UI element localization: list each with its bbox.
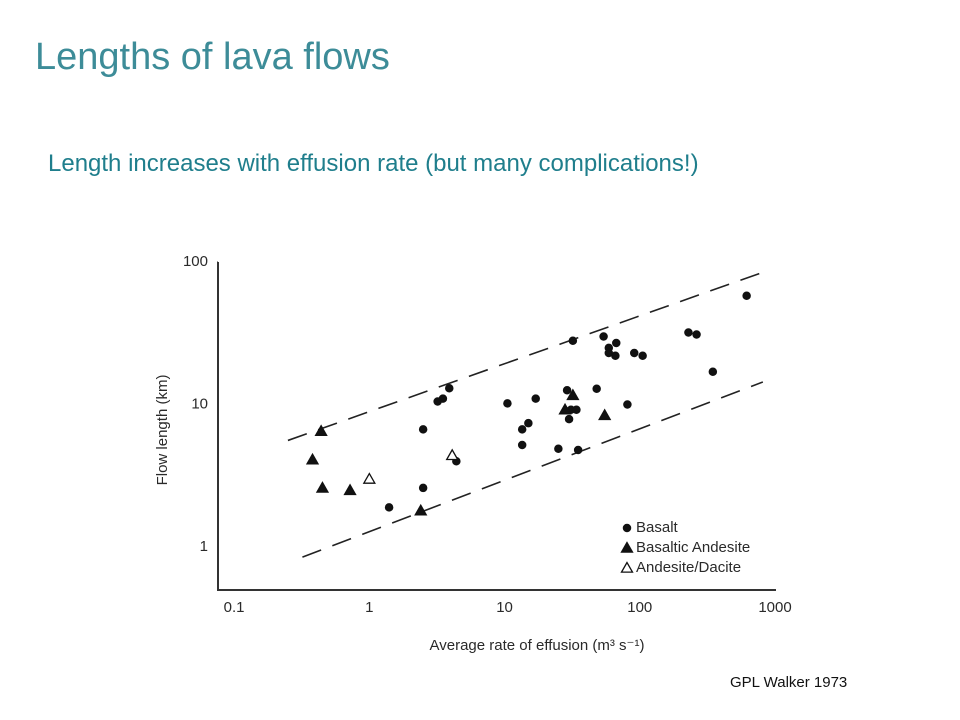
x-tick-label: 1000 [758, 599, 791, 616]
data-point [343, 483, 357, 496]
data-point [305, 452, 320, 465]
data-point [315, 481, 330, 493]
data-point [592, 384, 601, 394]
y-tick-label: 100 [183, 253, 208, 270]
data-point [599, 332, 608, 341]
data-point [517, 425, 527, 434]
data-point [742, 291, 751, 300]
y-tick-label: 10 [191, 396, 208, 413]
legend-marker [620, 561, 634, 573]
x-tick-label: 100 [627, 599, 652, 616]
data-point [623, 400, 632, 409]
x-tick-label: 10 [496, 599, 513, 616]
credit: GPL Walker 1973 [730, 674, 848, 691]
data-point [418, 483, 428, 493]
data-point [568, 336, 578, 346]
data-point [638, 351, 647, 360]
data-point [611, 351, 620, 360]
slide-title: Lengths of lava flows [35, 36, 390, 78]
data-point [433, 397, 442, 406]
y-axis-label: Flow length (km) [154, 375, 171, 486]
data-point [629, 348, 639, 358]
data-point [684, 328, 693, 337]
y-tick-label: 1 [200, 538, 208, 555]
data-point [572, 405, 581, 414]
data-point [554, 444, 563, 453]
trend-line [287, 269, 770, 442]
legend-marker [622, 523, 632, 533]
data-point [692, 330, 701, 339]
data-point [531, 394, 540, 403]
x-axis-label: Average rate of effusion (m³ s⁻¹) [430, 637, 645, 654]
data-point [558, 402, 572, 415]
trend-line [302, 381, 764, 558]
x-tick-label: 1 [365, 599, 373, 616]
data-point [503, 399, 512, 408]
data-point [564, 414, 574, 424]
data-point [384, 503, 394, 512]
legend-label: Basaltic Andesite [636, 539, 750, 556]
data-point [566, 388, 580, 401]
data-point [573, 445, 583, 455]
data-point [517, 440, 527, 450]
legend-label: Andesite/Dacite [636, 559, 741, 576]
legend-marker [620, 541, 634, 553]
data-point [314, 424, 328, 436]
data-point [414, 503, 428, 516]
data-point [445, 448, 459, 461]
data-point [362, 472, 376, 484]
chart: Average rate of effusion (m³ s⁻¹) Flow l… [154, 253, 792, 654]
data-point [708, 367, 718, 376]
data-point [562, 385, 572, 395]
data-point [445, 384, 454, 393]
data-point [612, 338, 621, 348]
slide-subtitle: Length increases with effusion rate (but… [48, 150, 699, 177]
data-point [418, 425, 428, 434]
legend-label: Basalt [636, 519, 679, 536]
data-point [524, 418, 533, 428]
x-tick-label: 0.1 [224, 599, 245, 616]
data-point [598, 408, 612, 421]
